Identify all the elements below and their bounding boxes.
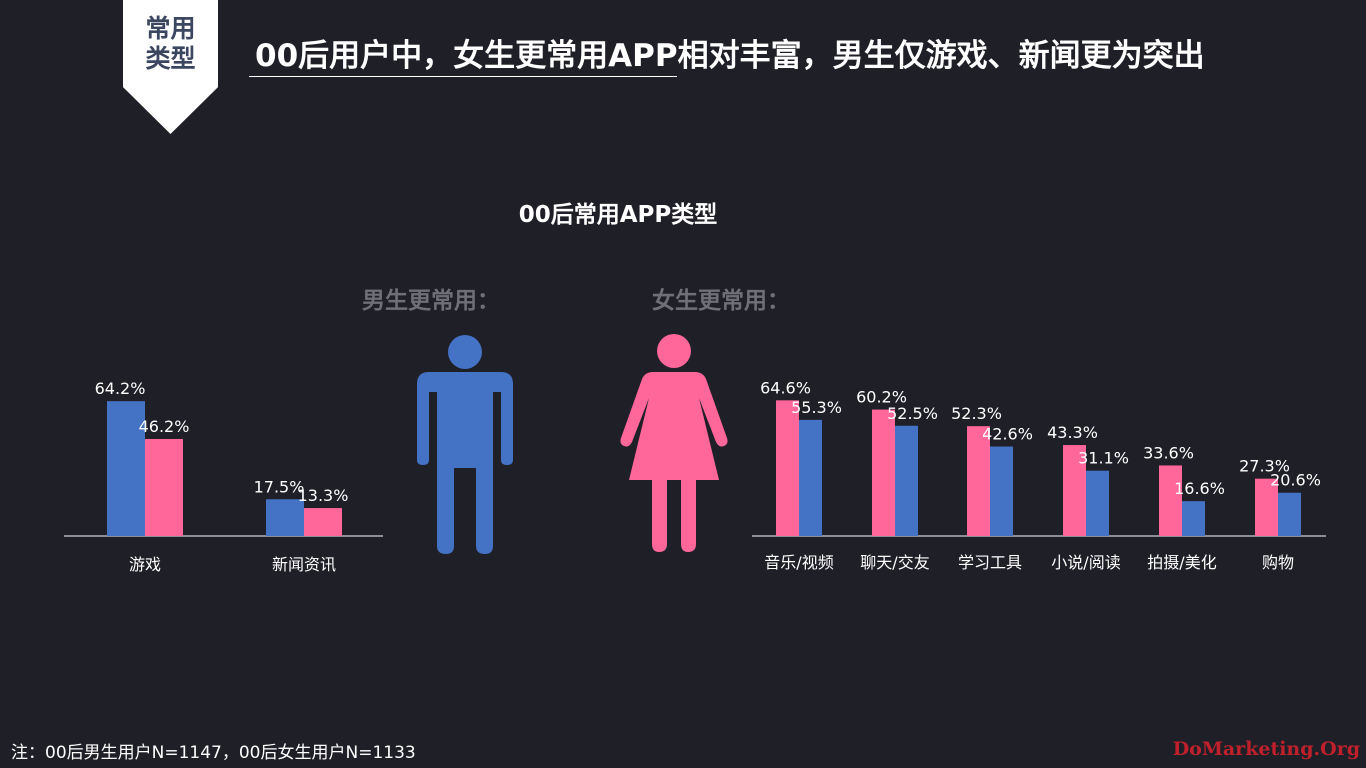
- bar-female-panel-2-1: [990, 446, 1013, 536]
- bar-female-panel-1-1: [895, 425, 918, 536]
- bar-value-label: 64.6%: [760, 378, 811, 397]
- bar-value-label: 52.3%: [951, 404, 1002, 423]
- footnote: 注：00后男生用户N=1147，00后女生用户N=1133: [11, 743, 416, 763]
- bar-female-panel-3-0: [1063, 445, 1086, 536]
- section-tag-line2: 类型: [145, 44, 196, 73]
- section-tag-line1: 常用: [145, 14, 196, 43]
- bar-value-label: 20.6%: [1270, 471, 1321, 490]
- bar-female-panel-1-0: [872, 409, 895, 536]
- bar-male-panel-0-0: [107, 401, 145, 536]
- page-headline: 00后用户中，女生更常用APP相对丰富，男生仅游戏、新闻更为突出: [255, 38, 1205, 74]
- bar-value-label: 52.5%: [887, 404, 938, 423]
- brand-watermark: DoMarketing.Org: [1172, 738, 1360, 760]
- bar-male-panel-0-1: [145, 438, 183, 536]
- bar-female-panel-5-1: [1278, 492, 1301, 536]
- category-label: 聊天/交友: [860, 553, 929, 572]
- category-label: 音乐/视频: [764, 553, 833, 572]
- category-label: 新闻资讯: [272, 555, 336, 574]
- category-label: 购物: [1262, 553, 1294, 572]
- bar-value-label: 55.3%: [791, 398, 842, 417]
- bar-female-panel-5-0: [1255, 478, 1278, 536]
- bar-value-label: 60.2%: [856, 388, 907, 407]
- male-group-label: 男生更常用：: [362, 288, 500, 314]
- bar-value-label: 27.3%: [1239, 457, 1290, 476]
- bar-female-panel-2-0: [967, 426, 990, 536]
- bar-value-label: 46.2%: [139, 417, 190, 436]
- bar-value-label: 13.3%: [298, 486, 349, 505]
- male-figure-icon: [417, 335, 513, 554]
- category-label: 学习工具: [958, 553, 1022, 572]
- bar-female-panel-3-1: [1086, 470, 1109, 536]
- bar-female-panel-4-1: [1182, 501, 1205, 536]
- bar-female-panel-0-0: [776, 400, 799, 536]
- bar-female-panel-0-1: [799, 419, 822, 536]
- bar-value-label: 64.2%: [95, 379, 146, 398]
- bar-male-panel-1-0: [266, 499, 304, 536]
- category-label: 游戏: [129, 555, 161, 574]
- female-group-label: 女生更常用：: [652, 288, 790, 314]
- category-label: 小说/阅读: [1051, 553, 1120, 572]
- bar-value-label: 16.6%: [1174, 479, 1225, 498]
- bar-value-label: 31.1%: [1078, 449, 1129, 468]
- chart-title: 00后常用APP类型: [518, 202, 718, 228]
- bar-male-panel-1-1: [304, 508, 342, 536]
- category-label: 拍摄/美化: [1147, 553, 1216, 572]
- bar-female-panel-4-0: [1159, 465, 1182, 536]
- bar-value-label: 43.3%: [1047, 423, 1098, 442]
- section-tag-text: 常用 类型: [123, 14, 218, 74]
- headline-underline: [249, 76, 677, 77]
- female-figure-icon: [620, 334, 728, 552]
- bar-value-label: 42.6%: [982, 425, 1033, 444]
- bar-value-label: 33.6%: [1143, 443, 1194, 462]
- bar-value-label: 17.5%: [254, 477, 305, 496]
